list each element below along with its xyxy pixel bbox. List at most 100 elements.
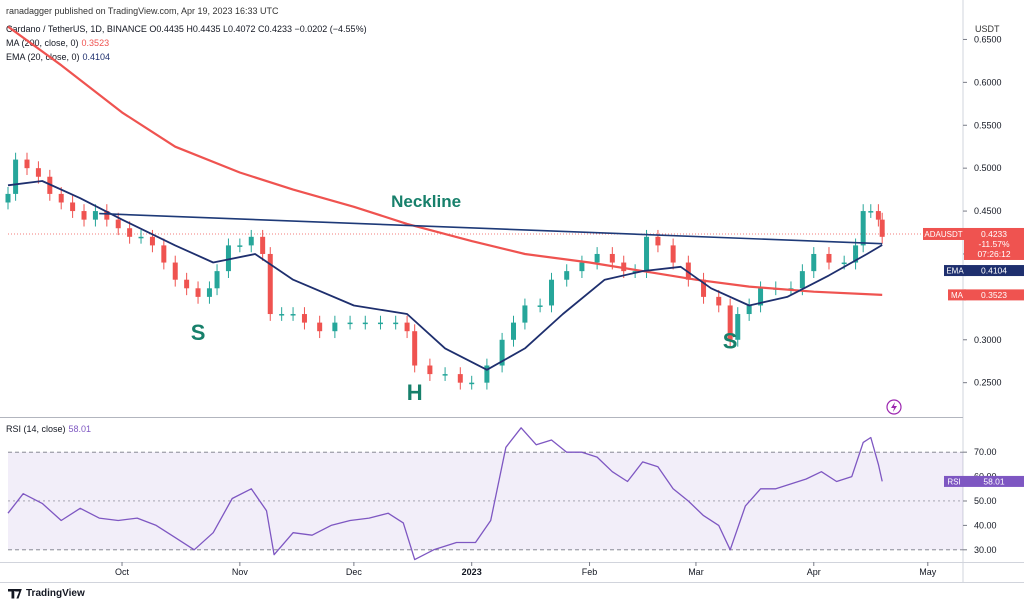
tradingview-logo-icon bbox=[8, 588, 22, 599]
ema-value-text: 0.4104 bbox=[981, 266, 1007, 276]
candle-body bbox=[860, 211, 866, 246]
price-tick-label: 0.4500 bbox=[974, 206, 1002, 216]
tradingview-brand: TradingView bbox=[26, 588, 85, 599]
candle-body bbox=[442, 374, 448, 376]
candle-body bbox=[811, 253, 817, 272]
time-tick-label: 2023 bbox=[462, 567, 482, 577]
time-tick-label: Oct bbox=[115, 567, 130, 577]
candle-body bbox=[149, 236, 155, 246]
candle-body bbox=[24, 159, 30, 169]
rsi-value-bg bbox=[964, 475, 1024, 487]
candle-body bbox=[735, 314, 741, 340]
candle-body bbox=[347, 322, 353, 325]
candle-body bbox=[138, 236, 144, 239]
candle-body bbox=[853, 245, 859, 263]
candle-body bbox=[799, 271, 805, 289]
ma-badge: MA 0.3523 bbox=[948, 289, 1024, 301]
symbol-badge: ADAUSDT bbox=[923, 227, 964, 240]
time-tick-label: Nov bbox=[232, 567, 249, 577]
candle-body bbox=[427, 365, 433, 375]
candle-body bbox=[172, 262, 178, 280]
candle-body bbox=[58, 193, 64, 203]
candle-body bbox=[206, 288, 212, 297]
time-tick-label: Feb bbox=[582, 567, 598, 577]
rsi-value-text: 58.01 bbox=[983, 476, 1005, 486]
ema-tag-bg bbox=[944, 265, 966, 277]
ema20-line bbox=[7, 180, 883, 371]
symbol-badge-text: ADAUSDT bbox=[924, 230, 962, 239]
symbol-legend: Cardano / TetherUS, 1D, BINANCE O0.4435 … bbox=[6, 24, 367, 34]
ma-value-text: 0.3523 bbox=[981, 290, 1007, 300]
candle-body bbox=[727, 305, 733, 340]
price-tick-label: 0.6000 bbox=[974, 77, 1002, 87]
ema-badge: EMA 0.4104 bbox=[944, 265, 1024, 277]
time-tick-label: May bbox=[919, 567, 937, 577]
ema-legend: EMA (20, close, 0) 0.4104 bbox=[6, 52, 110, 62]
ma200-line bbox=[7, 25, 883, 296]
head-annotation: H bbox=[407, 380, 423, 405]
candle-body bbox=[92, 211, 98, 220]
candle-body bbox=[81, 211, 87, 220]
price-badge: 0.4233-11.57%07:26:12 bbox=[964, 227, 1024, 260]
candle-body bbox=[13, 159, 19, 194]
price-badge-text: 07:26:12 bbox=[977, 249, 1010, 259]
candle-body bbox=[826, 253, 832, 263]
candle-body bbox=[549, 279, 555, 306]
candle-body bbox=[701, 279, 707, 297]
price-tick-label: 0.2500 bbox=[974, 378, 1002, 388]
candle-body bbox=[484, 365, 490, 383]
candle-body bbox=[260, 236, 266, 254]
candle-body bbox=[35, 168, 41, 177]
candle-body bbox=[469, 382, 475, 385]
candle-body bbox=[537, 305, 543, 307]
candle-body bbox=[841, 262, 847, 265]
ma-legend-label: MA (200, close, 0) bbox=[6, 38, 79, 48]
tradingview-logo: TradingView bbox=[8, 588, 85, 599]
candle-body bbox=[332, 322, 338, 332]
alert-icon-ring bbox=[886, 399, 902, 415]
candle-body bbox=[621, 262, 627, 272]
time-tick-label: Apr bbox=[807, 567, 821, 577]
ma-tag-bg bbox=[948, 289, 966, 301]
candle-body bbox=[127, 228, 133, 237]
candle-body bbox=[758, 288, 764, 306]
candle-body bbox=[184, 279, 190, 289]
candle-body bbox=[214, 271, 220, 289]
ma-value-bg bbox=[964, 289, 1024, 301]
candle-body bbox=[377, 322, 383, 325]
ema-legend-label: EMA (20, close, 0) bbox=[6, 52, 80, 62]
candle-body bbox=[511, 322, 517, 340]
candle-body bbox=[195, 288, 201, 297]
rsi-badge: RSI 58.01 bbox=[944, 475, 1024, 487]
candle-body bbox=[564, 271, 570, 280]
price-badge-bg bbox=[964, 227, 1024, 260]
price-tick-label: 0.5000 bbox=[974, 163, 1002, 173]
ema-tag-text: EMA bbox=[946, 267, 964, 276]
price-badge-text: -11.57% bbox=[978, 239, 1009, 249]
candle-body bbox=[70, 202, 76, 212]
price-badge-text: 0.4233 bbox=[981, 229, 1007, 239]
candle-body bbox=[412, 331, 418, 366]
ma-tag-text: MA bbox=[951, 291, 964, 300]
candle-body bbox=[404, 322, 410, 332]
rsi-legend-label: RSI (14, close) bbox=[6, 424, 66, 434]
candle-body bbox=[225, 245, 231, 272]
candle-body bbox=[670, 245, 676, 263]
neckline-line bbox=[99, 212, 883, 245]
rsi-legend-value: 58.01 bbox=[68, 424, 92, 434]
right-shoulder-annotation: S bbox=[723, 328, 738, 353]
publisher-line: ranadagger published on TradingView.com,… bbox=[6, 6, 279, 16]
rsi-line bbox=[7, 427, 883, 561]
candle-body bbox=[644, 236, 650, 272]
candle-body bbox=[301, 314, 307, 323]
rsi-tag-bg bbox=[944, 475, 964, 487]
left-shoulder-annotation: S bbox=[191, 320, 206, 345]
rsi-tick-label: 50.00 bbox=[974, 496, 997, 506]
ma-legend: MA (200, close, 0) 0.3523 bbox=[6, 38, 109, 48]
rsi-tag-text: RSI bbox=[947, 477, 960, 486]
candle-body bbox=[290, 314, 296, 316]
candle-body bbox=[746, 305, 752, 315]
candle-body bbox=[875, 211, 881, 220]
symbol-badge-bg bbox=[923, 227, 964, 240]
